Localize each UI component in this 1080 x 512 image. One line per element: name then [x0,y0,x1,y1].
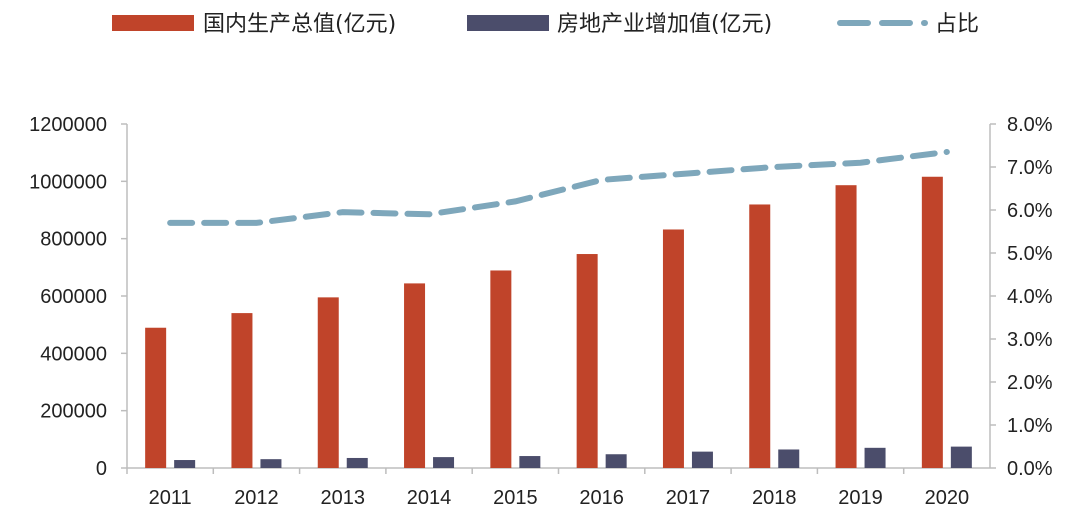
real-estate-bar-2011 [174,460,196,468]
gdp-bar-2019 [835,185,857,468]
left-tick-label: 1200000 [29,114,107,136]
real-estate-bar-2018 [778,449,800,468]
right-tick-label: 8.0% [1007,114,1053,136]
right-tick-label: 4.0% [1007,286,1053,308]
right-tick-label: 7.0% [1007,157,1053,179]
real-estate-bar-2014 [433,457,455,468]
x-tick-label: 2011 [149,487,192,509]
right-tick-label: 0.0% [1007,458,1053,480]
x-tick-label: 2013 [321,487,366,509]
x-tick-label: 2018 [752,487,797,509]
real-estate-bar-2020 [950,446,972,468]
x-tick-label: 2016 [579,487,624,509]
real-estate-bar-2012 [260,459,282,468]
right-tick-label: 6.0% [1007,200,1053,222]
real-estate-bar-2016 [605,454,627,468]
legend-ratio-label: 占比 [935,12,979,37]
gdp-bar-2015 [490,270,512,468]
ratio-series-line [167,148,950,226]
gdp-bar-2012 [231,313,253,468]
bars [145,176,972,469]
left-tick-label: 200000 [40,401,107,423]
x-tick-label: 2019 [838,487,883,509]
left-tick-label: 400000 [40,343,107,365]
legend-gdp-label: 国内生产总值(亿元) [203,12,396,37]
legend: 国内生产总值(亿元) 房地产业增加值(亿元) 占比 [112,12,979,37]
real-estate-bar-2019 [864,447,886,468]
legend-gdp-swatch [112,15,194,31]
right-tick-label: 1.0% [1007,415,1053,437]
gdp-bar-2018 [749,204,771,468]
right-tick-label: 2.0% [1007,372,1053,394]
right-tick-label: 3.0% [1007,329,1053,351]
legend-real-estate-label: 房地产业增加值(亿元) [557,12,772,37]
left-tick-label: 0 [96,458,107,480]
left-tick-label: 600000 [40,286,107,308]
gdp-bar-2016 [576,254,598,468]
gdp-bar-2017 [662,229,684,468]
left-tick-label: 1000000 [29,171,107,193]
x-tick-label: 2017 [666,487,711,509]
x-tick-label: 2020 [925,487,970,509]
left-tick-label: 800000 [40,229,107,251]
real-estate-bar-2015 [519,456,541,468]
axes: 0 200000 400000 600000 800000 1000000 1200000 0… [29,114,1053,509]
gdp-bar-2020 [921,176,943,469]
x-tick-label: 2012 [234,487,279,509]
right-tick-label: 5.0% [1007,243,1053,265]
gdp-bar-2011 [145,327,167,468]
gdp-bar-2014 [404,283,426,468]
legend-real-estate-swatch [467,15,549,31]
x-tick-label: 2014 [407,487,452,509]
real-estate-bar-2013 [346,457,368,468]
ratio-line [167,148,950,226]
ratio-point-2016 [601,179,602,180]
real-estate-bar-2017 [691,451,713,468]
gdp-bar-2013 [317,297,339,468]
x-tick-label: 2015 [493,487,538,509]
